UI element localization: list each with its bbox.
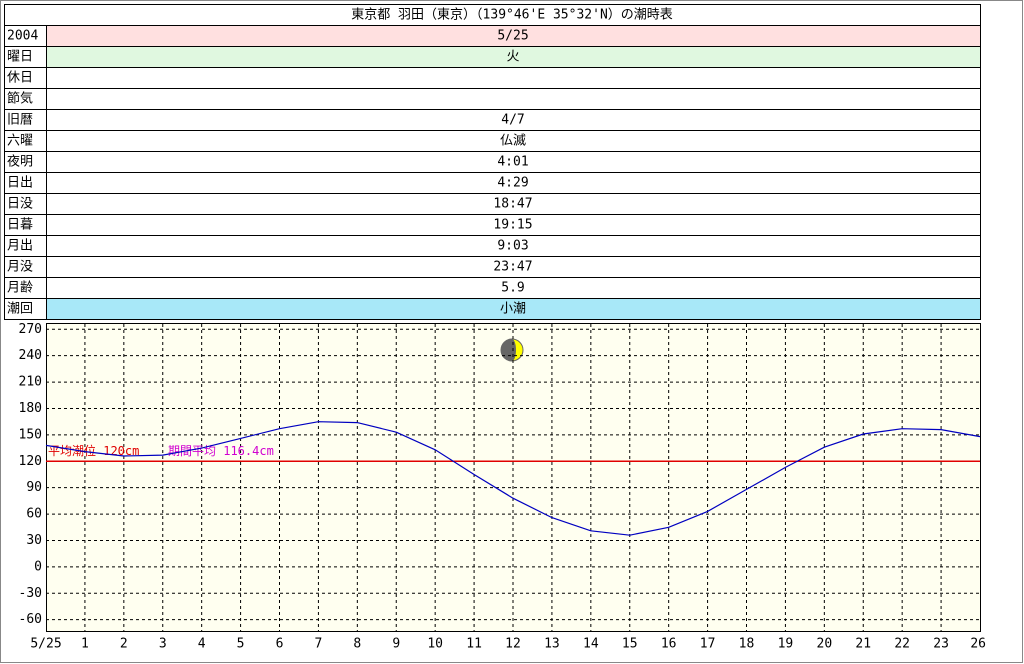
x-tick-label: 23 (933, 637, 949, 652)
row-value: 火 (506, 50, 519, 65)
row-label: 曜日 (7, 50, 33, 65)
row-label: 日暮 (7, 218, 33, 233)
row-value: 4:01 (497, 155, 528, 170)
x-tick-label: 14 (583, 637, 599, 652)
row-label: 月没 (7, 260, 33, 275)
row-value: 9:03 (497, 239, 528, 254)
x-tick-label: 5 (237, 637, 245, 652)
x-tick-label: 13 (544, 637, 560, 652)
x-tick-label: 26 (970, 637, 986, 652)
x-tick-label: 4 (198, 637, 206, 652)
x-tick-label: 5/25 (30, 637, 61, 652)
x-tick-label: 2 (120, 637, 128, 652)
y-tick-label: 0 (34, 559, 42, 574)
x-tick-label: 18 (739, 637, 755, 652)
row-label: 節気 (7, 91, 33, 107)
row-label: 月齢 (7, 281, 33, 296)
label-cell (4, 298, 47, 320)
row-label: 休日 (7, 71, 33, 86)
x-tick-label: 11 (466, 637, 482, 652)
row-value: 23:47 (493, 260, 532, 275)
x-tick-label: 15 (622, 637, 638, 652)
y-tick-label: 270 (19, 322, 42, 337)
y-tick-label: 150 (19, 427, 42, 442)
y-tick-label: 60 (26, 507, 42, 522)
x-tick-label: 9 (392, 637, 400, 652)
row-value: 5.9 (501, 281, 524, 296)
row-label: 2004 (7, 29, 38, 44)
x-tick-label: 21 (855, 637, 871, 652)
y-tick-label: 90 (26, 480, 42, 495)
row-value: 小潮 (500, 302, 526, 317)
row-value: 18:47 (493, 197, 532, 212)
x-tick-label: 7 (315, 637, 323, 652)
y-tick-label: 210 (19, 375, 42, 390)
row-value: 4/7 (501, 113, 524, 128)
row-value: 仏滅 (500, 134, 526, 149)
x-tick-label: 16 (661, 637, 677, 652)
row-label: 日出 (7, 176, 33, 191)
table-title: 東京都 羽田（東京）（139°46'E 35°32'N）の潮時表 (351, 7, 673, 23)
row-value: 19:15 (493, 218, 532, 233)
row-label: 旧暦 (7, 113, 33, 128)
x-tick-label: 8 (353, 637, 361, 652)
row-label: 日没 (7, 197, 33, 212)
x-tick-label: 3 (159, 637, 167, 652)
x-tick-label: 12 (505, 637, 521, 652)
plot-area (46, 323, 981, 632)
row-value: 4:29 (497, 176, 528, 191)
x-tick-label: 6 (276, 637, 284, 652)
row-label: 月出 (7, 239, 33, 254)
y-tick-label: -60 (19, 612, 42, 627)
annotation: 平均潮位 120cm (48, 443, 139, 458)
x-tick-label: 17 (700, 637, 716, 652)
annotation: 期間平均 116.4cm (168, 444, 274, 458)
x-tick-label: 1 (81, 637, 89, 652)
row-label: 潮回 (7, 302, 33, 317)
row-label: 夜明 (7, 155, 33, 170)
value-cell (46, 67, 981, 89)
row-value: 5/25 (497, 29, 528, 44)
y-tick-label: 30 (26, 533, 42, 548)
y-tick-label: 180 (19, 401, 42, 416)
tide-curve (45, 421, 981, 536)
x-tick-label: 20 (817, 637, 833, 652)
x-tick-label: 10 (427, 637, 443, 652)
x-tick-label: 22 (894, 637, 910, 652)
row-label: 六曜 (7, 134, 33, 149)
y-tick-label: 240 (19, 348, 42, 363)
y-tick-label: -30 (19, 586, 42, 601)
y-tick-label: 120 (19, 454, 42, 469)
x-tick-label: 19 (778, 637, 794, 652)
value-cell (46, 88, 981, 110)
